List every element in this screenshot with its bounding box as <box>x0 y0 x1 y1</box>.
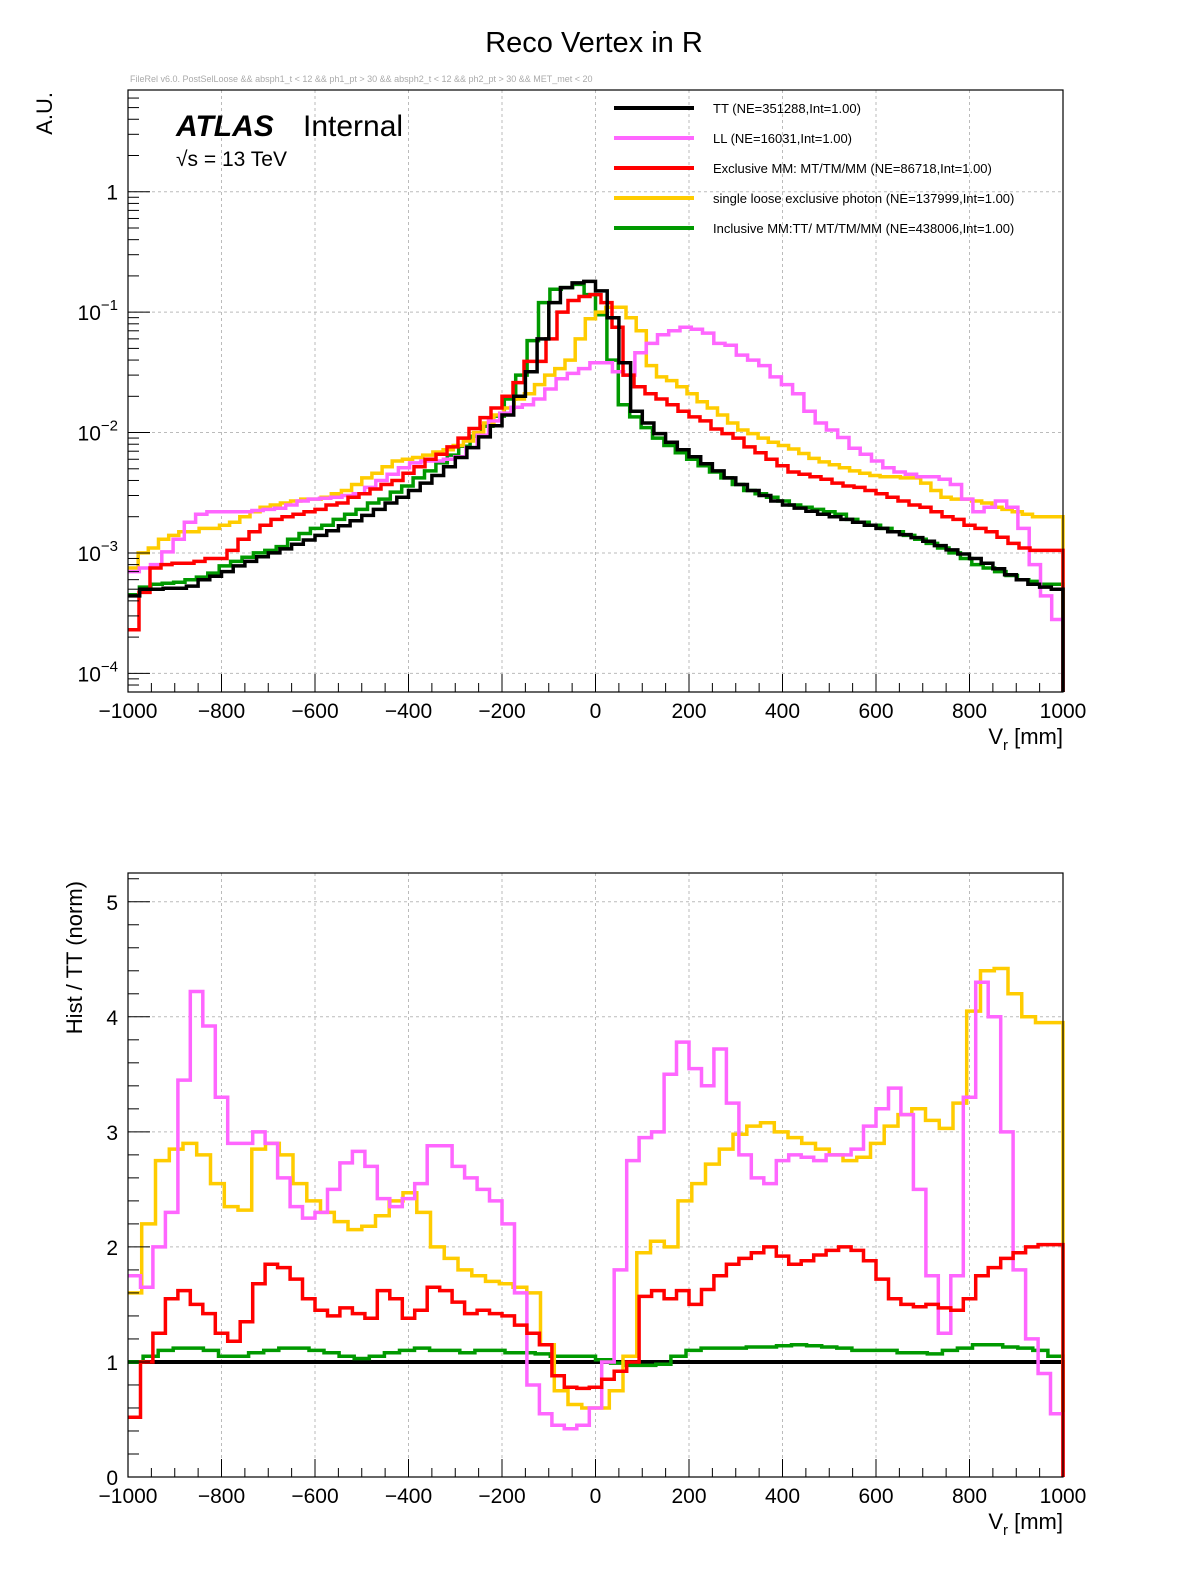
y-tick-label: 0 <box>106 1467 118 1490</box>
legend-label: LL (NE=16031,Int=1.00) <box>713 131 852 146</box>
legend-label: single loose exclusive photon (NE=137999… <box>713 191 1014 206</box>
series-single-line <box>128 305 1065 692</box>
y-axis: 0 1 2 3 4 5 Hist / TT (norm) <box>62 878 150 1490</box>
y-tick-label: 1 <box>106 1352 118 1375</box>
legend-item-single: single loose exclusive photon (NE=137999… <box>614 191 1014 206</box>
y-tick-label: 1 <box>106 182 118 205</box>
x-tick-label: −800 <box>198 700 245 723</box>
x-tick-label: −400 <box>385 1485 432 1508</box>
x-tick-label: −600 <box>291 700 338 723</box>
x-tick-label: 600 <box>858 700 893 723</box>
x-tick-label: 1000 <box>1040 1485 1087 1508</box>
x-tick-label: 0 <box>590 700 602 723</box>
x-axis: −1000 −800 −600 −400 −200 0 200 400 600 800 1000Vr… <box>99 1459 1087 1539</box>
x-axis-label: Vr [mm] <box>988 724 1063 754</box>
y-tick-label: 4 <box>106 1007 118 1030</box>
atlas-label: ATLAS <box>175 110 274 143</box>
y-tick-label: 2 <box>106 1237 118 1260</box>
x-tick-label: −200 <box>478 700 525 723</box>
figure-title: Reco Vertex in R <box>485 27 703 59</box>
top-panel: −1000 −800 −600 −400 −200 0 200 400 600 800 1000Vr… <box>32 89 1087 754</box>
grid <box>128 873 1063 1477</box>
legend-label: Exclusive MM: MT/TM/MM (NE=86718,Int=1.0… <box>713 161 992 176</box>
legend-item-incl: Inclusive MM:TT/ MT/TM/MM (NE=438006,Int… <box>614 221 1014 236</box>
legend-item-TT: TT (NE=351288,Int=1.00) <box>614 101 861 116</box>
x-tick-label: 400 <box>765 1485 800 1508</box>
x-tick-label: −200 <box>478 1485 525 1508</box>
legend-label: TT (NE=351288,Int=1.00) <box>713 101 861 116</box>
x-axis: −1000 −800 −600 −400 −200 0 200 400 600 800 1000Vr… <box>99 674 1087 754</box>
legend-item-LL: LL (NE=16031,Int=1.00) <box>614 131 852 146</box>
series-TT-line <box>128 279 1065 692</box>
y-axis-label: Hist / TT (norm) <box>62 881 87 1034</box>
series-incl-line <box>128 1342 1065 1477</box>
x-tick-label: −1000 <box>99 1485 158 1508</box>
x-tick-label: −600 <box>291 1485 338 1508</box>
grid <box>128 90 1063 692</box>
legend-item-MM: Exclusive MM: MT/TM/MM (NE=86718,Int=1.0… <box>614 161 992 176</box>
y-axis: 10−4 10−3 10−2 10−1 1 A.U. <box>32 89 150 693</box>
x-tick-label: 200 <box>671 1485 706 1508</box>
y-axis-label: A.U. <box>32 92 57 135</box>
y-tick-label: 10−3 <box>78 538 118 566</box>
series-MM-line <box>128 1242 1065 1477</box>
y-tick-label: 5 <box>106 892 118 915</box>
x-tick-label: −800 <box>198 1485 245 1508</box>
energy-label: √s = 13 TeV <box>176 148 287 171</box>
y-tick-label: 10−2 <box>78 418 118 446</box>
y-tick-label: 10−4 <box>78 658 118 686</box>
cut-selection-text: FileRel v6.0. PostSelLoose && absph1_t <… <box>130 74 593 84</box>
x-tick-label: 200 <box>671 700 706 723</box>
x-tick-label: 800 <box>952 700 987 723</box>
x-tick-label: 1000 <box>1040 700 1087 723</box>
legend: TT (NE=351288,Int=1.00) LL (NE=16031,Int=… <box>614 101 1014 236</box>
internal-label: Internal <box>303 110 403 143</box>
series-MM-line <box>128 292 1065 692</box>
x-tick-label: −1000 <box>99 700 158 723</box>
x-tick-label: 600 <box>858 1485 893 1508</box>
x-tick-label: −400 <box>385 700 432 723</box>
x-tick-label: 400 <box>765 700 800 723</box>
x-axis-label: Vr [mm] <box>988 1509 1063 1539</box>
x-tick-label: 800 <box>952 1485 987 1508</box>
legend-label: Inclusive MM:TT/ MT/TM/MM (NE=438006,Int… <box>713 221 1014 236</box>
series-LL-line <box>128 325 1065 692</box>
ratio-panel: −1000 −800 −600 −400 −200 0 200 400 600 800 1000Vr… <box>62 872 1087 1539</box>
x-tick-label: 0 <box>590 1485 602 1508</box>
y-tick-label: 3 <box>106 1122 118 1145</box>
y-tick-label: 10−1 <box>78 297 118 325</box>
